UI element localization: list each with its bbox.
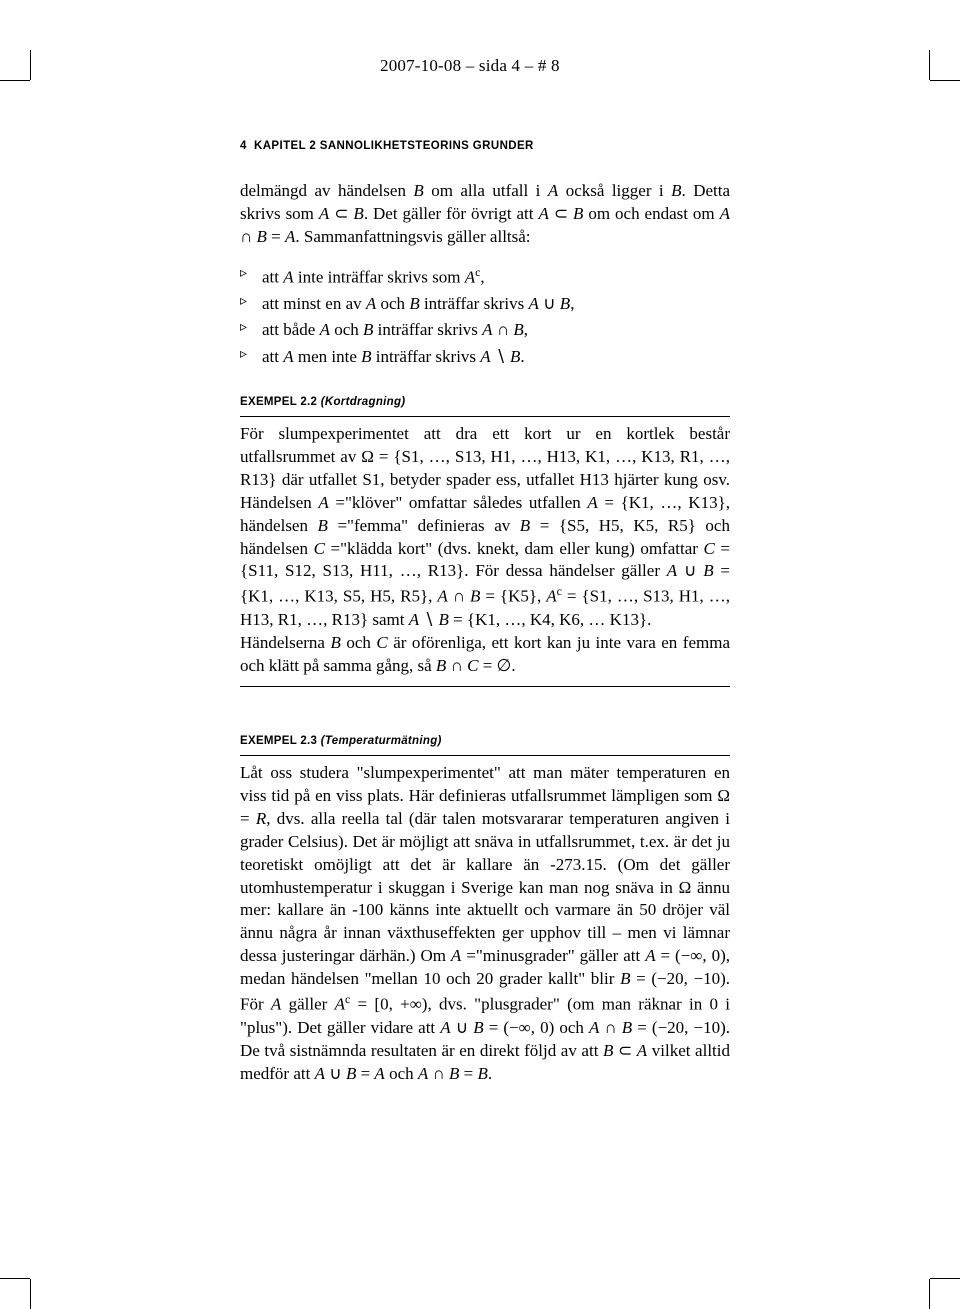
crop-mark-bl-h bbox=[0, 1278, 30, 1279]
list-item: att minst en av A och B inträffar skrivs… bbox=[240, 291, 730, 317]
list-item: att A inte inträffar skrivs som Ac, bbox=[240, 263, 730, 291]
crop-mark-tl-v bbox=[30, 50, 31, 80]
crop-mark-tl-h bbox=[0, 80, 30, 81]
page: 2007-10-08 – sida 4 – # 8 4 KAPITEL 2 SA… bbox=[0, 0, 960, 1289]
intro-paragraph: delmängd av händelsen B om alla utfall i… bbox=[240, 180, 730, 249]
example-1-label: EXEMPEL 2.2 bbox=[240, 396, 317, 408]
list-item: att A men inte B inträffar skrivs A ∖ B. bbox=[240, 344, 730, 370]
crop-header-line: 2007-10-08 – sida 4 – # 8 bbox=[380, 56, 560, 76]
example-2-title: (Temperaturmätning) bbox=[321, 735, 442, 747]
example-1-header: EXEMPEL 2.2 (Kortdragning) bbox=[240, 396, 730, 408]
list-item: att både A och B inträffar skrivs A ∩ B, bbox=[240, 317, 730, 343]
example-1-body-2: Händelserna B och C är oförenliga, ett k… bbox=[240, 632, 730, 678]
content-column: 4 KAPITEL 2 SANNOLIKHETSTEORINS GRUNDER … bbox=[240, 140, 730, 1086]
crop-mark-br-h bbox=[930, 1278, 960, 1279]
running-head: 4 KAPITEL 2 SANNOLIKHETSTEORINS GRUNDER bbox=[240, 140, 730, 152]
example-1-title: (Kortdragning) bbox=[321, 396, 406, 408]
example-1-body: För slumpexperimentet att dra ett kort u… bbox=[240, 423, 730, 632]
bullet-list: att A inte inträffar skrivs som Ac, att … bbox=[240, 263, 730, 370]
example-2-label: EXEMPEL 2.3 bbox=[240, 735, 317, 747]
chapter-title: KAPITEL 2 SANNOLIKHETSTEORINS GRUNDER bbox=[254, 140, 534, 152]
example-2-body: Låt oss studera "slumpexperimentet" att … bbox=[240, 762, 730, 1086]
example-2-box: Låt oss studera "slumpexperimentet" att … bbox=[240, 755, 730, 1086]
example-2-header: EXEMPEL 2.3 (Temperaturmätning) bbox=[240, 735, 730, 747]
crop-mark-bl-v bbox=[30, 1279, 31, 1309]
crop-mark-br-v bbox=[929, 1279, 930, 1309]
example-1-box: För slumpexperimentet att dra ett kort u… bbox=[240, 416, 730, 687]
crop-mark-tr-h bbox=[930, 80, 960, 81]
crop-mark-tr-v bbox=[929, 50, 930, 80]
page-number: 4 bbox=[240, 140, 247, 152]
